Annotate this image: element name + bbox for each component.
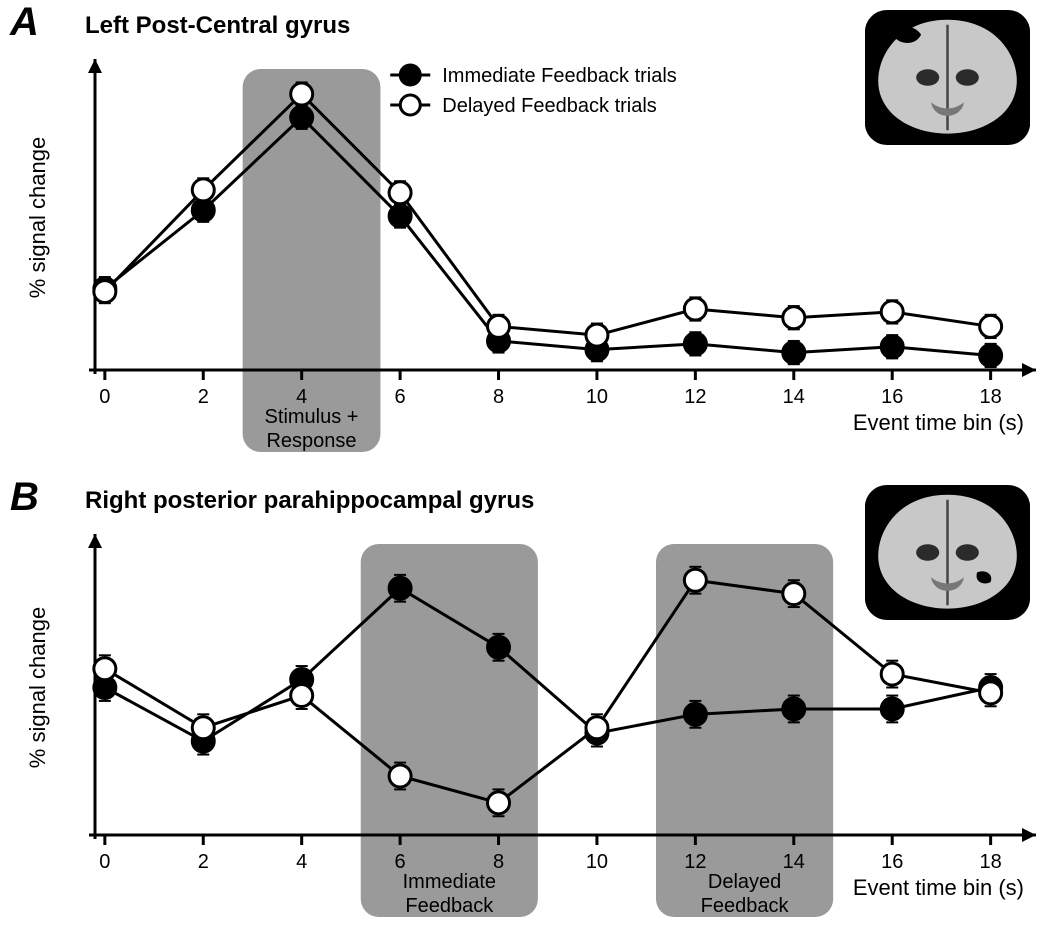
svg-text:0: 0 [99,851,110,873]
svg-text:Immediate: Immediate [403,871,496,893]
panel-b-title: Right posterior parahippocampal gyrus [85,487,534,515]
panel-b: B Right posterior parahippocampal gyrus … [0,475,1050,935]
svg-text:2: 2 [198,851,209,873]
svg-text:6: 6 [395,386,406,408]
svg-text:4: 4 [296,851,307,873]
panel-b-brain-inset [865,485,1030,620]
svg-text:4: 4 [296,386,307,408]
svg-text:12: 12 [684,386,706,408]
figure: A Left Post-Central gyrus 0 2 4 6 8 10 12 14 16 1… [0,0,1050,935]
svg-text:Feedback: Feedback [701,895,790,917]
brain-coronal-icon [865,485,1030,620]
svg-text:12: 12 [684,851,706,873]
svg-text:8: 8 [493,386,504,408]
svg-text:% signal change: % signal change [25,607,50,768]
svg-text:10: 10 [586,851,608,873]
svg-text:% signal change: % signal change [25,137,50,298]
svg-text:Immediate Feedback trials: Immediate Feedback trials [442,65,677,87]
svg-text:18: 18 [980,386,1002,408]
svg-text:6: 6 [395,851,406,873]
panel-a-title: Left Post-Central gyrus [85,12,350,40]
svg-text:16: 16 [881,386,903,408]
svg-text:Feedback: Feedback [405,895,494,917]
svg-text:Delayed Feedback trials: Delayed Feedback trials [442,95,657,117]
panel-a-brain-inset [865,10,1030,145]
panel-b-letter: B [10,475,39,520]
panel-a: A Left Post-Central gyrus 0 2 4 6 8 10 12 14 16 1… [0,0,1050,475]
svg-text:18: 18 [980,851,1002,873]
svg-text:Response: Response [266,430,356,452]
svg-text:Stimulus +: Stimulus + [265,406,359,428]
svg-text:8: 8 [493,851,504,873]
svg-text:16: 16 [881,851,903,873]
brain-coronal-icon [865,10,1030,145]
svg-text:Event time bin (s): Event time bin (s) [853,410,1024,435]
svg-text:Delayed: Delayed [708,871,781,893]
svg-text:Event time bin (s): Event time bin (s) [853,875,1024,900]
svg-text:10: 10 [586,386,608,408]
svg-text:2: 2 [198,386,209,408]
svg-text:14: 14 [783,851,805,873]
svg-text:14: 14 [783,386,805,408]
svg-text:0: 0 [99,386,110,408]
panel-a-letter: A [10,0,39,45]
